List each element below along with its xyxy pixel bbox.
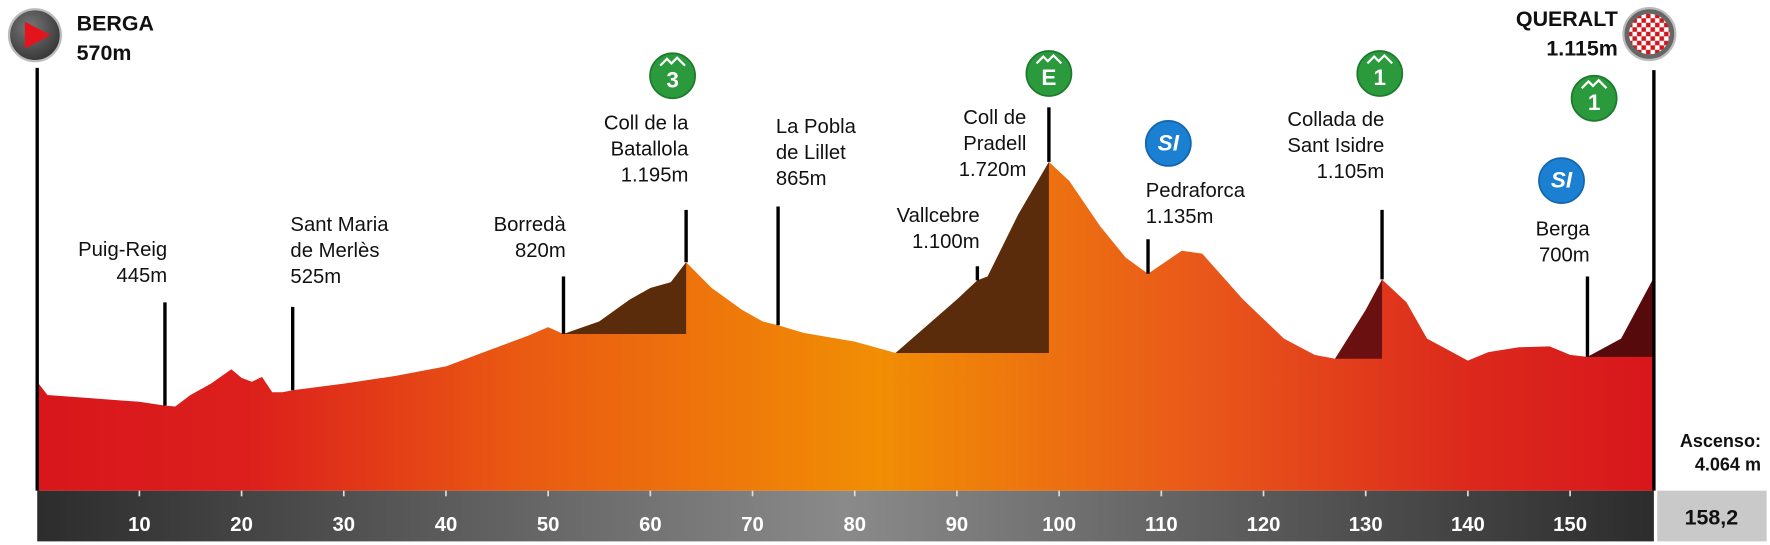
distance-box xyxy=(1657,490,1767,542)
climb-segment xyxy=(563,262,687,334)
waypoint-elevation: 865m xyxy=(776,168,827,190)
waypoint-elevation: 1.135m xyxy=(1146,206,1214,228)
waypoint-name: Berga xyxy=(1536,219,1591,241)
x-tick-label: 130 xyxy=(1349,514,1383,536)
waypoint-name: Batallola xyxy=(611,139,690,161)
waypoint-elevation: 570m xyxy=(77,41,132,65)
x-tick-label: 100 xyxy=(1042,514,1076,536)
waypoint-name: Vallcebre xyxy=(897,205,980,227)
climb-segment xyxy=(1335,279,1383,359)
distance-bar xyxy=(37,490,1654,542)
waypoint-elevation: 1.720m xyxy=(959,159,1027,181)
waypoint-name: Sant Isidre xyxy=(1287,135,1384,157)
ascent-value: 4.064 m xyxy=(1695,455,1761,475)
sprint-icon xyxy=(1144,120,1192,167)
sprint-label: SI xyxy=(1158,130,1180,155)
mountain-category: 3 xyxy=(666,67,679,92)
mountain-category: E xyxy=(1041,65,1056,90)
mountain-glyph xyxy=(1580,78,1608,89)
x-tick-label: 150 xyxy=(1553,514,1587,536)
x-tick-label: 70 xyxy=(741,514,764,536)
mountain-category: 1 xyxy=(1374,65,1387,90)
finish-flag xyxy=(1629,13,1670,55)
total-distance: 158,2 xyxy=(1685,505,1739,529)
waypoint-elevation: 1.115m xyxy=(1546,36,1617,60)
mountain-glyph xyxy=(1035,53,1063,65)
mountain-glyph xyxy=(1366,53,1393,65)
waypoint-name: Collada de xyxy=(1287,109,1384,131)
sprint-icon xyxy=(1538,157,1585,205)
waypoint-elevation: 700m xyxy=(1539,245,1590,267)
sprint-label: SI xyxy=(1551,168,1573,193)
start-arrow xyxy=(24,21,51,49)
waypoint-name: BERGA xyxy=(77,12,154,36)
x-tick-label: 40 xyxy=(435,514,458,536)
x-tick-label: 140 xyxy=(1451,514,1485,536)
waypoint-elevation: 1.195m xyxy=(621,164,689,186)
x-tick-label: 30 xyxy=(332,514,355,536)
waypoint-name: Pradell xyxy=(963,133,1026,155)
mountain-category: 1 xyxy=(1588,90,1601,115)
waypoint-name: La Pobla xyxy=(776,116,857,138)
mountain-glyph xyxy=(659,56,686,67)
waypoint-elevation: 445m xyxy=(116,265,167,287)
waypoint-name: Coll de xyxy=(963,107,1026,129)
elevation-area xyxy=(37,161,1654,491)
climb-segment xyxy=(895,161,1049,353)
x-tick-label: 110 xyxy=(1145,514,1178,536)
waypoint-name: QUERALT xyxy=(1516,7,1618,31)
ascent-title: Ascenso: xyxy=(1680,431,1761,451)
x-tick-label: 20 xyxy=(230,514,253,536)
x-tick-label: 60 xyxy=(639,514,662,536)
waypoint-elevation: 820m xyxy=(515,240,566,262)
waypoint-name: Pedraforca xyxy=(1146,180,1246,202)
x-tick-label: 80 xyxy=(843,514,866,536)
climb-segment xyxy=(1587,277,1654,357)
waypoint-name: Coll de la xyxy=(604,113,689,135)
waypoint-name: de Merlès xyxy=(290,240,379,262)
waypoint-name: Puig-Reig xyxy=(78,239,167,261)
waypoint-elevation: 1.105m xyxy=(1317,161,1385,183)
waypoint-name: Borredà xyxy=(494,214,567,236)
x-tick-label: 120 xyxy=(1247,514,1281,536)
x-tick-label: 90 xyxy=(946,514,969,536)
x-tick-label: 50 xyxy=(537,514,560,536)
waypoint-elevation: 1.100m xyxy=(912,231,980,253)
x-tick-label: 10 xyxy=(128,514,151,536)
waypoint-elevation: 525m xyxy=(290,266,341,288)
waypoint-name: Sant Maria xyxy=(290,214,389,236)
waypoint-name: de Lillet xyxy=(776,142,846,164)
